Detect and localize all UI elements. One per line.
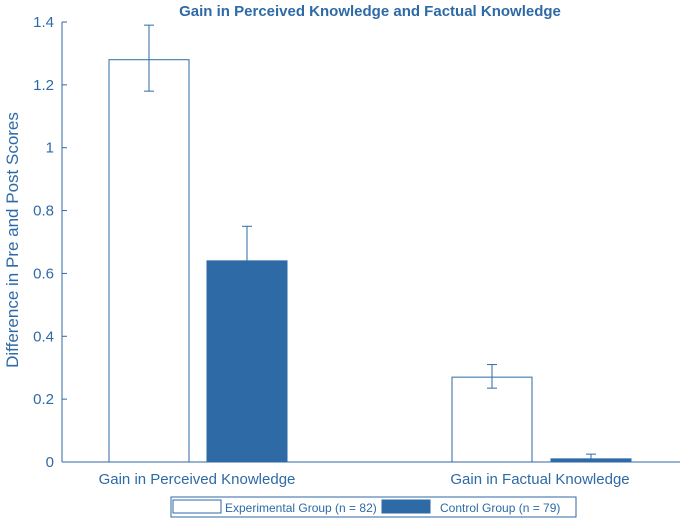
bar xyxy=(451,376,533,463)
y-tick-label: 0.6 xyxy=(33,265,54,282)
y-tick-label: 1.2 xyxy=(33,77,54,94)
bar xyxy=(108,59,190,463)
legend-label: Control Group (n = 79) xyxy=(440,501,560,515)
y-tick-label: 0 xyxy=(46,454,54,471)
legend-swatch xyxy=(172,499,222,514)
y-tick-label: 0.4 xyxy=(33,328,54,345)
legend-label: Experimental Group (n = 82) xyxy=(225,501,377,515)
x-category-label: Gain in Factual Knowledge xyxy=(450,471,629,488)
y-tick-label: 1.4 xyxy=(33,14,54,31)
y-tick-label: 0.2 xyxy=(33,391,54,408)
plot-area: 0 0.2 0.4 0.6 0.8 1 1.2 1.4 Gain in Perceived Kn… xyxy=(33,14,680,488)
bar xyxy=(206,260,288,463)
legend-box xyxy=(170,496,577,518)
x-category-label: Gain in Perceived Knowledge xyxy=(99,471,296,488)
legend: Experimental Group (n = 82) Control Group… xyxy=(170,496,577,518)
y-tick-label: 0.8 xyxy=(33,203,54,220)
legend-swatch xyxy=(381,499,431,514)
y-tick-label: 1 xyxy=(46,140,54,157)
y-axis-label: Difference in Pre and Post Scores xyxy=(3,112,22,368)
chart-title: Gain in Perceived Knowledge and Factual … xyxy=(179,3,561,20)
bar xyxy=(550,458,632,463)
